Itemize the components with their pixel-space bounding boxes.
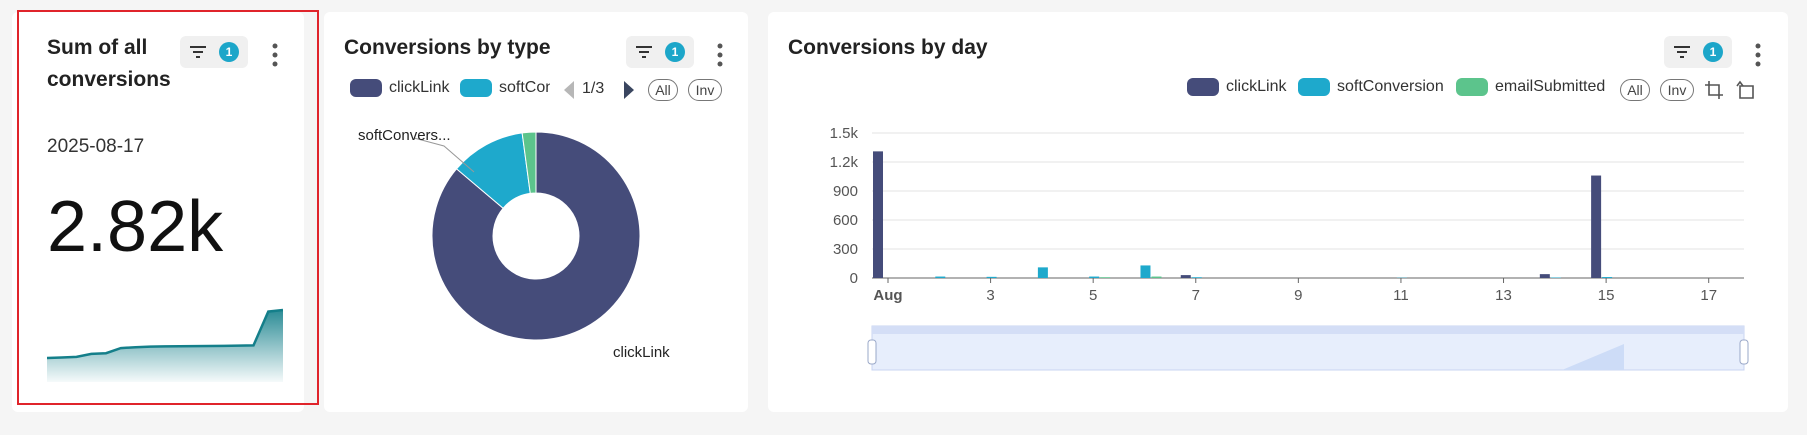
filter-count-badge: 1 [219, 42, 239, 62]
bar-softconversion[interactable] [1037, 267, 1048, 278]
legend-pager: 1/3 [582, 80, 605, 97]
sparkline-line [47, 308, 283, 360]
more-options-icon[interactable] [266, 42, 284, 70]
legend-swatch [460, 79, 492, 97]
filter-count-badge: 1 [665, 42, 685, 62]
legend-next-icon[interactable] [622, 80, 636, 100]
sparkline-chart [47, 308, 283, 382]
legend-all-button[interactable]: All [648, 79, 678, 101]
legend-all-button[interactable]: All [1620, 79, 1650, 101]
legend-item-clicklink[interactable]: clickLink [350, 79, 449, 97]
legend-item-softconversion[interactable]: softCon [460, 79, 550, 101]
sum-title-line1: Sum of all [47, 36, 148, 59]
x-tick-label: 9 [1294, 287, 1302, 304]
filter-icon [1674, 46, 1690, 58]
y-tick-label: 1.2k [830, 154, 859, 171]
legend-swatch [1298, 78, 1330, 96]
y-tick-label: 300 [833, 241, 858, 258]
bar-emailsubmitted[interactable] [1100, 277, 1111, 278]
bar-emailsubmitted[interactable] [1151, 276, 1162, 278]
legend-label: clickLink [1226, 78, 1287, 95]
more-options-icon[interactable] [1749, 42, 1767, 70]
legend-swatch [1456, 78, 1488, 96]
bar-clicklink[interactable] [1591, 175, 1602, 278]
bar-softconversion[interactable] [1191, 277, 1202, 278]
y-tick-label: 600 [833, 212, 858, 229]
x-tick-label: 3 [986, 287, 994, 304]
zoom-reset-icon[interactable] [1736, 80, 1756, 100]
filter-icon [190, 46, 206, 58]
y-tick-label: 900 [833, 183, 858, 200]
data-zoom-top-bar[interactable] [872, 326, 1744, 334]
legend-item-softconversion[interactable]: softConversion [1298, 78, 1444, 96]
legend-label: clickLink [389, 79, 450, 96]
bar-softconversion[interactable] [1602, 277, 1613, 278]
type-card-title: Conversions by type [344, 36, 551, 59]
sum-card: Sum of all conversions 1 2025-08-17 2.82… [12, 12, 304, 412]
legend-inverse-button[interactable]: Inv [1660, 79, 1694, 101]
bar-clicklink[interactable] [873, 151, 883, 278]
filter-icon [636, 46, 652, 58]
bar-softconversion[interactable] [935, 276, 946, 278]
legend-inverse-button[interactable]: Inv [688, 79, 722, 101]
sum-title-line2: conversions [47, 68, 171, 91]
sparkline-area [47, 310, 283, 382]
legend-prev-icon[interactable] [562, 80, 576, 100]
day-card: Conversions by day 1 clickLink softConve… [768, 12, 1788, 412]
legend-label: emailSubmitted [1495, 78, 1606, 95]
sum-date: 2025-08-17 [47, 136, 145, 157]
filter-count-badge: 1 [1703, 42, 1723, 62]
y-tick-label: 0 [850, 270, 858, 287]
data-zoom-right-handle[interactable] [1739, 339, 1749, 365]
donut-chart [413, 131, 641, 341]
filter-button[interactable]: 1 [626, 36, 694, 68]
bar-softconversion[interactable] [1089, 276, 1100, 278]
legend-label: softCon [499, 79, 550, 96]
legend-label: softConversion [1337, 78, 1444, 95]
legend-item-emailsubmitted[interactable]: emailSubmitted [1456, 78, 1605, 96]
bar-softconversion[interactable] [986, 276, 997, 278]
x-tick-label: 17 [1700, 287, 1717, 304]
bar-clicklink[interactable] [1180, 275, 1191, 278]
x-tick-label: 7 [1192, 287, 1200, 304]
more-options-icon[interactable] [711, 42, 729, 70]
filter-button[interactable]: 1 [180, 36, 248, 68]
donut-slice-emailsubmitted[interactable] [521, 131, 537, 194]
y-tick-label: 1.5k [830, 125, 859, 142]
leader-line-softconversion [413, 137, 475, 173]
bar-chart: 0 300 600 900 1.2k 1.5k Aug 3 5 7 9 11 13 15 17 [830, 125, 1749, 371]
slice-label-clicklink: clickLink [613, 344, 670, 361]
zoom-area-icon[interactable] [1704, 80, 1724, 100]
legend-swatch [1187, 78, 1219, 96]
day-card-title: Conversions by day [788, 36, 988, 59]
legend-item-clicklink[interactable]: clickLink [1187, 78, 1286, 96]
x-tick-label: 13 [1495, 287, 1512, 304]
x-tick-label: 11 [1393, 287, 1409, 304]
x-tick-label: 5 [1089, 287, 1097, 304]
data-zoom-shadow [1562, 344, 1624, 370]
sum-value: 2.82k [47, 187, 224, 267]
x-tick-label: Aug [873, 287, 902, 304]
legend-swatch [350, 79, 382, 97]
slice-label-softconversion: softConvers... [358, 127, 451, 144]
bar-clicklink[interactable] [1539, 274, 1550, 278]
data-zoom-left-handle[interactable] [867, 339, 877, 365]
x-tick-label: 15 [1598, 287, 1615, 304]
filter-button[interactable]: 1 [1664, 36, 1732, 68]
donut-slice-clicklink[interactable] [431, 131, 641, 341]
type-card: Conversions by type 1 clickLink softCon … [324, 12, 748, 412]
sum-card-title: Sum of all conversions [47, 32, 171, 96]
bar-softconversion[interactable] [1140, 265, 1151, 278]
